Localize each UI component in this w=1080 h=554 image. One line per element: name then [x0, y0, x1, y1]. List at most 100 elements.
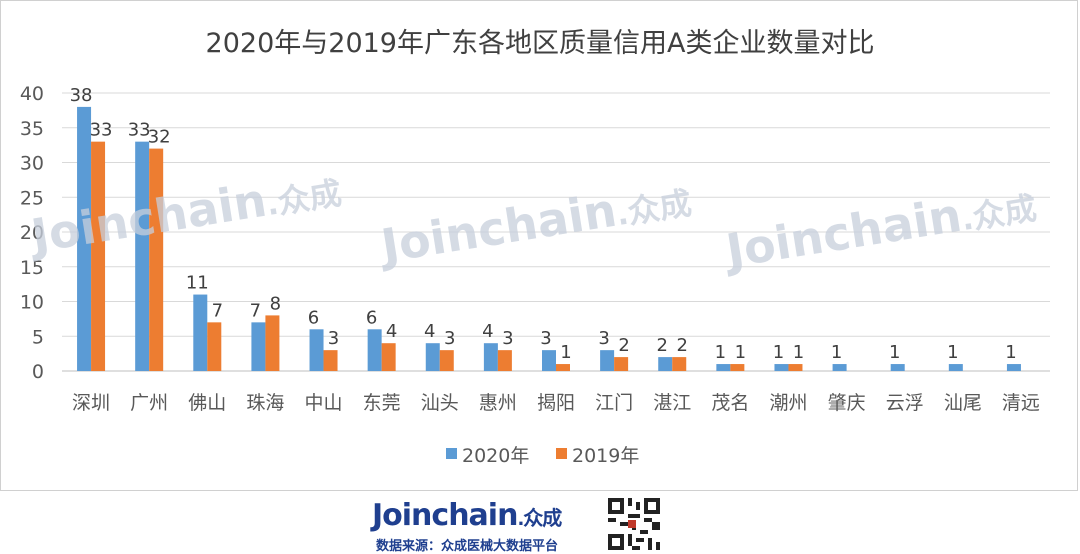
x-tick-label: 深圳	[72, 392, 110, 414]
x-tick-label: 珠海	[246, 392, 284, 414]
bar-series1	[425, 343, 440, 371]
footer: Joinchain.众成 数据来源：众成医械大数据平台	[0, 492, 1080, 554]
bar-chart: 2020年与2019年广东各地区质量信用A类企业数量对比 0 5 10 15 20 25 3…	[20, 28, 1050, 467]
data-label: 1	[793, 342, 804, 363]
legend-label: 2020年	[462, 445, 529, 467]
bar-series1	[193, 294, 208, 371]
bar-series2	[149, 148, 164, 371]
bar-series1	[832, 364, 847, 371]
x-tick-label: 揭阳	[537, 392, 575, 414]
data-label: 8	[270, 293, 281, 314]
legend-swatch	[556, 448, 567, 459]
x-tick-label: 佛山	[188, 392, 226, 414]
data-label: 1	[947, 342, 958, 363]
data-label: 1	[773, 342, 784, 363]
data-label: 1	[735, 342, 746, 363]
qr-code-icon	[608, 498, 660, 550]
y-tick-label: 35	[20, 118, 44, 140]
data-label: 1	[715, 342, 726, 363]
y-tick-label: 25	[20, 187, 44, 209]
x-tick-label: 湛江	[653, 392, 691, 414]
data-label: 3	[598, 328, 609, 349]
data-label: 1	[560, 342, 571, 363]
bar-series1	[135, 141, 150, 371]
x-tick-label: 云浮	[886, 392, 924, 414]
legend-label: 2019年	[572, 445, 639, 467]
y-tick-label: 30	[20, 153, 44, 175]
data-label: 7	[250, 300, 261, 321]
bar-series2	[730, 364, 745, 371]
bar-series1	[948, 364, 963, 371]
data-label: 6	[366, 307, 377, 328]
y-tick-label: 20	[20, 222, 44, 244]
bar-series1	[658, 357, 673, 371]
bars	[77, 106, 1021, 372]
data-source-text: 数据来源：众成医械大数据平台	[376, 539, 559, 554]
data-label: 4	[482, 321, 493, 342]
bar-series2	[265, 315, 280, 371]
data-label: 6	[308, 307, 319, 328]
bar-series1	[483, 343, 498, 371]
bar-series2	[788, 364, 803, 371]
bar-series2	[672, 357, 687, 371]
data-label: 38	[70, 85, 93, 106]
data-label: 32	[148, 127, 171, 148]
bar-series1	[1006, 364, 1021, 371]
bar-series2	[91, 141, 106, 371]
y-tick-label: 40	[20, 83, 44, 105]
y-axis: 0 5 10 15 20 25 30 35 40	[20, 83, 44, 383]
bar-series1	[716, 364, 731, 371]
bar-series1	[890, 364, 905, 371]
data-label: 1	[831, 342, 842, 363]
data-label: 2	[618, 335, 629, 356]
x-axis: 深圳 广州 佛山 珠海 中山 东莞 汕头 惠州 揭阳 江门 湛江 茂名 潮州 肇庆 云浮 汕尾 清远	[72, 392, 1040, 414]
brand-logo: Joinchain.众成	[372, 498, 562, 533]
legend-swatch	[446, 448, 457, 459]
bar-series2	[381, 343, 396, 371]
bar-series1	[600, 350, 615, 371]
x-tick-label: 广州	[130, 392, 168, 414]
data-label: 3	[444, 328, 455, 349]
bar-series1	[251, 322, 266, 371]
bar-series1	[309, 329, 324, 371]
data-label: 33	[90, 120, 113, 141]
data-label: 4	[424, 321, 435, 342]
x-tick-label: 汕尾	[944, 392, 982, 414]
data-label: 33	[128, 120, 151, 141]
bar-series1	[367, 329, 382, 371]
y-tick-label: 0	[32, 361, 44, 383]
x-tick-label: 茂名	[711, 392, 749, 414]
chart-title: 2020年与2019年广东各地区质量信用A类企业数量对比	[206, 28, 875, 59]
data-label: 1	[889, 342, 900, 363]
data-label: 4	[386, 321, 397, 342]
gridlines	[62, 92, 1050, 372]
data-label: 3	[328, 328, 339, 349]
x-tick-label: 江门	[595, 392, 633, 414]
bar-series2	[207, 322, 222, 371]
x-tick-label: 肇庆	[828, 392, 866, 414]
bar-series2	[497, 350, 512, 371]
x-tick-label: 汕头	[421, 392, 459, 414]
bar-series2	[614, 357, 629, 371]
data-label: 2	[657, 335, 668, 356]
x-tick-label: 中山	[305, 392, 343, 414]
data-label: 1	[1005, 342, 1016, 363]
data-label: 7	[212, 300, 223, 321]
bar-series2	[323, 350, 338, 371]
x-tick-label: 东莞	[363, 392, 401, 414]
x-tick-label: 惠州	[479, 392, 517, 414]
bar-series2	[439, 350, 454, 371]
bar-series1	[77, 106, 92, 372]
bar-series1	[774, 364, 789, 371]
legend: 2020年 2019年	[446, 445, 639, 467]
data-label: 3	[502, 328, 513, 349]
x-tick-label: 潮州	[769, 392, 807, 414]
bar-series1	[542, 350, 556, 371]
bar-series2	[556, 364, 570, 371]
y-tick-label: 15	[20, 257, 44, 279]
y-tick-label: 10	[20, 292, 44, 314]
chart-frame	[0, 0, 1078, 491]
x-tick-label: 清远	[1002, 392, 1040, 414]
y-tick-label: 5	[32, 326, 44, 348]
